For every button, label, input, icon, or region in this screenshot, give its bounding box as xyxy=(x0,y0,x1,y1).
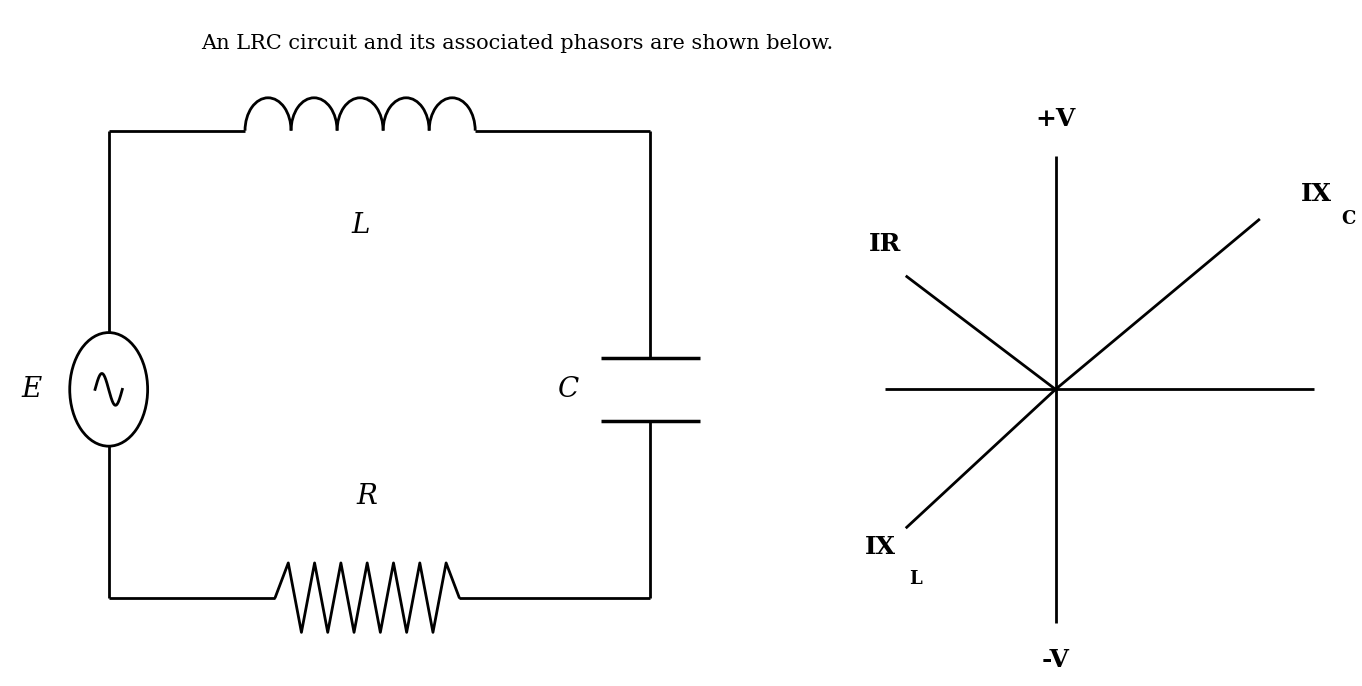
Text: L: L xyxy=(351,212,369,239)
Text: An LRC circuit and its associated phasors are shown below.: An LRC circuit and its associated phasor… xyxy=(202,34,834,54)
Text: C: C xyxy=(1342,210,1357,228)
Text: +V: +V xyxy=(1035,106,1076,130)
Text: E: E xyxy=(22,376,41,403)
Text: -V: -V xyxy=(1042,648,1069,672)
Text: IR: IR xyxy=(869,233,902,256)
Text: C: C xyxy=(558,376,580,403)
Text: IX: IX xyxy=(1301,182,1332,206)
Text: IX: IX xyxy=(865,535,896,559)
Text: R: R xyxy=(357,483,377,510)
Text: L: L xyxy=(910,569,922,588)
